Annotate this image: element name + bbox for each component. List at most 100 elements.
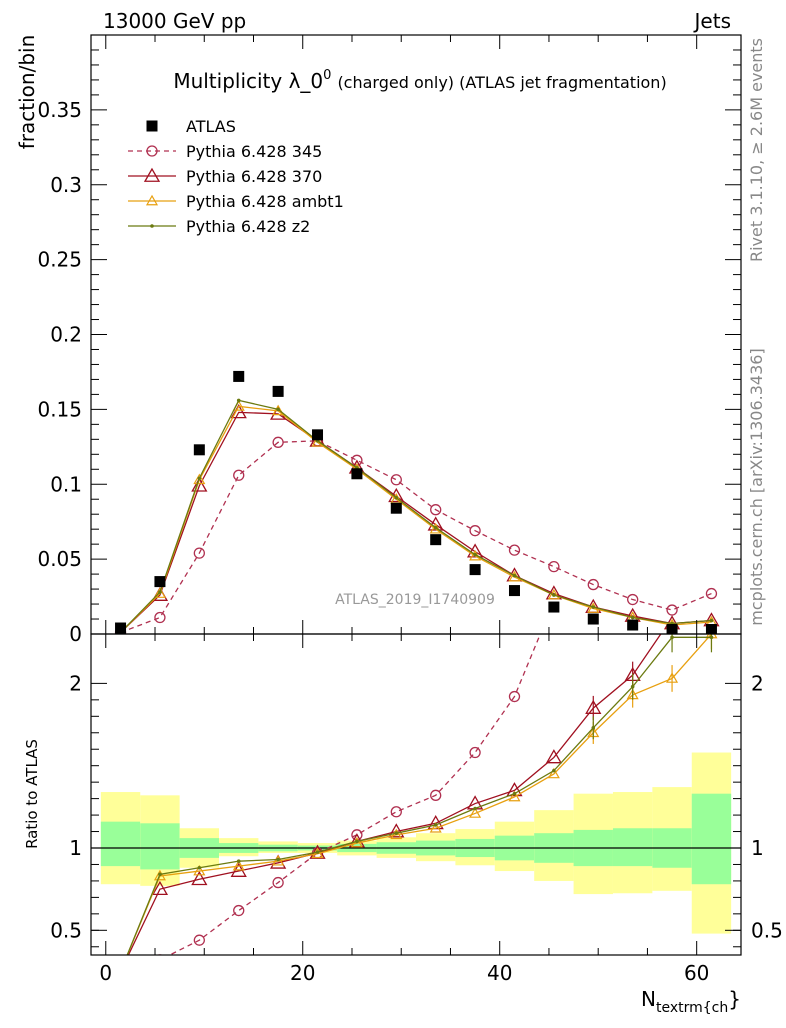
legend-entry: Pythia 6.428 370 bbox=[128, 167, 322, 186]
series-2-point bbox=[272, 404, 285, 416]
series-0-point bbox=[193, 547, 205, 559]
atlas-data-point bbox=[548, 601, 560, 613]
series-1-point bbox=[466, 543, 484, 558]
legend-entry: Pythia 6.428 ambt1 bbox=[128, 192, 344, 211]
uncertainty-band-inner bbox=[140, 823, 180, 870]
atlas-data-point bbox=[430, 534, 442, 546]
x-tick-label: 0 bbox=[99, 961, 112, 985]
series-3-ratio-point bbox=[394, 831, 399, 835]
legend-label: ATLAS bbox=[186, 117, 236, 136]
x-tick-label: 40 bbox=[487, 961, 512, 985]
series-2-point bbox=[193, 473, 206, 485]
ratio-y-tick-label-right: 1 bbox=[751, 836, 764, 860]
x-axis-label: Ntextrm{ch} bbox=[641, 987, 741, 1016]
legend-label: Pythia 6.428 z2 bbox=[186, 217, 310, 236]
y-tick-label: 0.05 bbox=[37, 547, 82, 571]
main-panel: 0 0.05 0.1 0.15 0.2 0.25 0.3 0.35 Multiplicity … bbox=[15, 34, 742, 646]
series-2-point bbox=[311, 436, 324, 447]
series-2-ratio-point bbox=[153, 869, 166, 881]
series-3-point bbox=[591, 605, 596, 609]
y-tick-label: 0.1 bbox=[50, 472, 82, 496]
legend: ATLAS Pythia 6.428 345 Pythia 6.428 370 Pyt… bbox=[128, 117, 344, 236]
series-0-ratio-point bbox=[193, 934, 205, 946]
legend-entry: ATLAS bbox=[146, 117, 236, 136]
mcplots-label: mcplots.cern.ch [arXiv:1306.3436] bbox=[747, 348, 766, 625]
atlas-data-point bbox=[193, 444, 205, 456]
chart-title-paren: (charged only) (ATLAS jet fragmentation) bbox=[337, 73, 666, 92]
legend-swatch-marker bbox=[146, 145, 158, 157]
series-0-ratio-point bbox=[272, 876, 284, 889]
atlas-data-point bbox=[351, 468, 363, 480]
y-tick-label: 0.3 bbox=[50, 173, 82, 197]
series-0-point bbox=[430, 504, 442, 516]
legend-swatch-atlas bbox=[146, 120, 158, 132]
y-tick-label: 0.2 bbox=[50, 323, 82, 347]
y-tick-label: 0.15 bbox=[37, 397, 82, 421]
ratio-panel: 0 20 40 60 0.5 0.5 1 1 2 2 Ratio to ATLAS bbox=[23, 135, 783, 985]
series-0-point bbox=[705, 587, 718, 600]
legend-swatch-marker bbox=[145, 194, 159, 206]
series-0-point bbox=[548, 560, 560, 573]
uncertainty-band-inner bbox=[691, 793, 732, 885]
series-0-ratio-point bbox=[390, 806, 402, 818]
legend-entry: Pythia 6.428 345 bbox=[128, 142, 322, 161]
ratio-y-tick-label: 1 bbox=[69, 836, 82, 860]
series-3-ratio-line bbox=[126, 636, 712, 955]
series-1-ratio-point bbox=[114, 964, 128, 976]
series-0-point bbox=[390, 474, 402, 486]
series-1-line bbox=[120, 411, 712, 633]
series-2-point bbox=[429, 522, 442, 534]
rivet-label: Rivet 3.1.10, ≥ 2.6M events bbox=[747, 38, 766, 262]
series-3-point bbox=[433, 525, 438, 530]
ratio-y-tick-label: 2 bbox=[69, 671, 82, 695]
series-1-point bbox=[230, 404, 247, 419]
atlas-data-point bbox=[154, 576, 166, 588]
chart-title-main: Multiplicity λ_0 bbox=[173, 69, 323, 93]
x-axis-label-main: N bbox=[641, 987, 656, 1011]
series-0-ratio-point bbox=[588, 464, 598, 474]
uncertainty-band-inner bbox=[612, 828, 653, 867]
atlas-data-point bbox=[627, 619, 639, 631]
series-0-ratio-point bbox=[430, 789, 442, 801]
series-3-point bbox=[236, 398, 241, 403]
series-2-point bbox=[153, 587, 166, 598]
x-axis-label-close: } bbox=[728, 987, 741, 1011]
series-0-ratio-point bbox=[508, 690, 521, 703]
header-jets-label: Jets bbox=[693, 9, 731, 33]
series-0-point bbox=[627, 593, 639, 606]
series-0-point bbox=[508, 544, 521, 556]
series-0-point bbox=[587, 578, 599, 591]
series-0-ratio-point bbox=[116, 966, 126, 976]
series-0-ratio-line bbox=[168, 634, 541, 955]
series-1-point bbox=[191, 477, 208, 492]
ratio-y-axis-label: Ratio to ATLAS bbox=[23, 739, 41, 849]
series-1-ratio-point bbox=[309, 844, 326, 859]
series-0-ratio-point bbox=[667, 135, 677, 145]
atlas-data-point bbox=[666, 624, 678, 634]
series-2-ratio-point bbox=[272, 854, 285, 866]
atlas-data-point bbox=[390, 502, 402, 514]
y-axis-label: fraction/bin bbox=[15, 35, 39, 150]
series-1-ratio-point bbox=[545, 749, 562, 764]
legend-label: Pythia 6.428 345 bbox=[186, 142, 322, 161]
series-0-ratio-point bbox=[469, 746, 481, 759]
series-1-ratio-point bbox=[151, 880, 169, 896]
series-3-ratio-point bbox=[236, 859, 241, 863]
atlas-data-point bbox=[508, 585, 520, 597]
series-2-ratio-point bbox=[429, 822, 442, 833]
series-1-ratio-point bbox=[704, 528, 718, 540]
analysis-id-label: ATLAS_2019_I1740909 bbox=[335, 592, 495, 608]
legend-label: Pythia 6.428 ambt1 bbox=[186, 192, 344, 211]
series-1-ratio-point bbox=[506, 782, 523, 797]
series-3-ratio-point bbox=[433, 823, 438, 827]
atlas-data-point bbox=[272, 385, 284, 397]
series-3-ratio-point bbox=[197, 865, 202, 870]
header-energy-label: 13000 GeV pp bbox=[103, 9, 246, 33]
series-3-point bbox=[709, 618, 714, 623]
series-2-ratio-point bbox=[508, 790, 521, 802]
y-tick-label: 0.25 bbox=[37, 248, 82, 272]
series-3-ratio-point bbox=[119, 970, 123, 974]
series-3-ratio-point bbox=[355, 839, 359, 844]
ratio-y-tick-label-right: 2 bbox=[751, 671, 764, 695]
series-3-ratio-point bbox=[158, 872, 162, 877]
